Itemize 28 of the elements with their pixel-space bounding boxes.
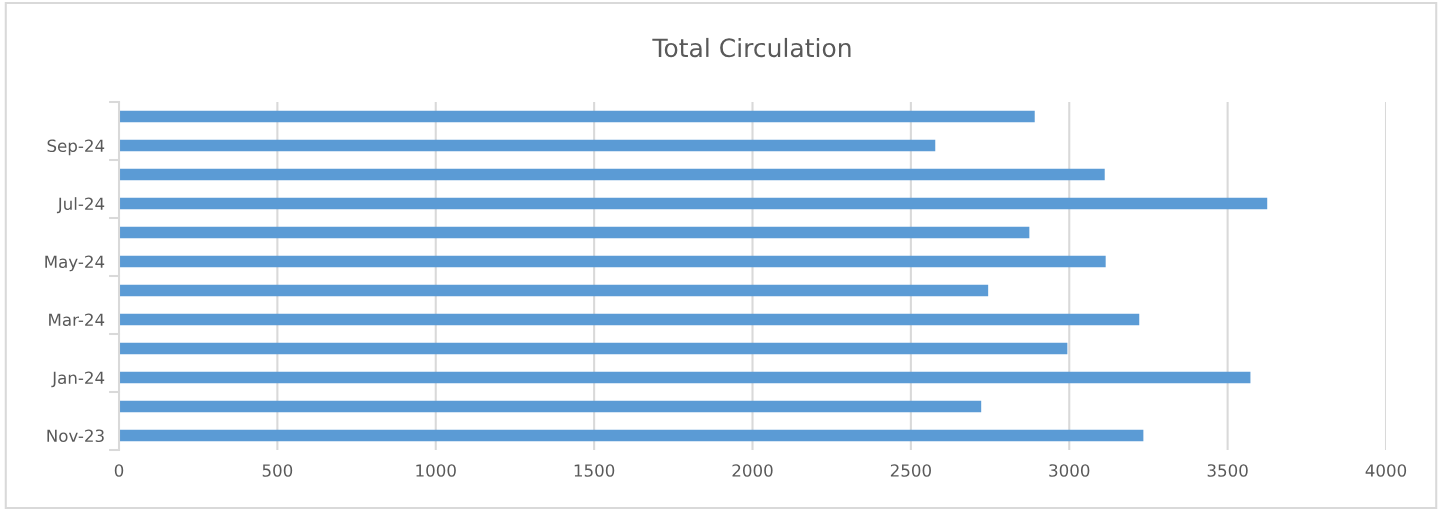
x-tick-label: 3000 [1049, 464, 1090, 477]
bar [119, 400, 982, 413]
x-tick-label: 0 [114, 464, 124, 477]
x-tick-label: 3500 [1207, 464, 1248, 477]
bar [119, 284, 989, 297]
bar [119, 197, 1268, 210]
bar [119, 429, 1144, 442]
x-tick-label: 2500 [890, 464, 931, 477]
x-tick-label: 1500 [574, 464, 615, 477]
bar [119, 371, 1251, 384]
bar [119, 110, 1035, 123]
y-tick-label: Jan-24 [51, 371, 105, 388]
y-tick-label: Nov-23 [47, 429, 104, 443]
bar [119, 226, 1030, 239]
chart-title: Total Circulation [652, 37, 851, 58]
bar [119, 255, 1106, 268]
x-tick-label: 4000 [1365, 464, 1407, 477]
y-tick-label: Sep-24 [47, 139, 105, 156]
x-tick-label: 1000 [416, 464, 456, 477]
bar [119, 168, 1105, 181]
y-tick-label: May-24 [45, 255, 105, 272]
x-tick-label: 2000 [732, 464, 773, 477]
x-tick-label: 500 [262, 464, 293, 477]
bar [119, 139, 936, 152]
bar [119, 342, 1068, 355]
y-tick-label: Mar-24 [49, 313, 105, 327]
bar [119, 313, 1140, 326]
y-tick-label: Jul-24 [56, 197, 105, 214]
